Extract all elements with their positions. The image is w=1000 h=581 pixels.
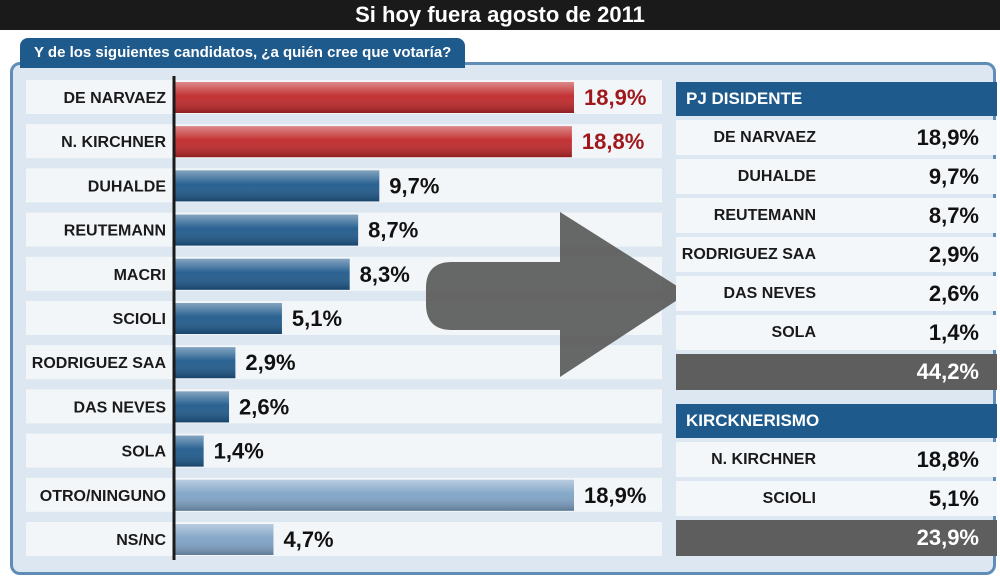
chart-subtitle: Y de los siguientes candidatos, ¿a quién… [20, 38, 466, 68]
group-row-value: 2,9% [928, 241, 979, 267]
category-label: DE NARVAEZ [63, 90, 166, 107]
group-header: KIRCKNERISMO [676, 404, 997, 438]
group-row-name: SCIOLI [762, 489, 816, 507]
category-label: DAS NEVES [74, 399, 167, 416]
category-label: MACRI [114, 267, 166, 284]
value-label: 18,9% [584, 85, 646, 110]
group-row: RODRIGUEZ SAA 2,9% [676, 237, 997, 272]
value-label: 1,4% [214, 439, 264, 464]
category-label: SOLA [122, 444, 167, 461]
bar-shine [174, 170, 380, 202]
group-row: DUHALDE 9,7% [676, 159, 997, 194]
group-row-name: REUTEMANN [713, 206, 816, 224]
row-background [26, 345, 662, 380]
bar-shine [174, 126, 572, 158]
row-background [26, 433, 662, 468]
group-row-value: 18,9% [916, 124, 979, 150]
bar-shine [174, 479, 574, 511]
bar-shine [174, 435, 204, 467]
category-label: DUHALDE [88, 178, 167, 195]
group-row-value: 9,7% [928, 163, 979, 189]
group-total: 23,9% [676, 520, 997, 556]
category-label: RODRIGUEZ SAA [32, 355, 167, 372]
group-row-name: DUHALDE [737, 167, 816, 185]
group-row-name: DE NARVAEZ [713, 128, 816, 146]
row-background [26, 522, 662, 556]
value-label: 4,7% [283, 527, 333, 552]
group-row: SCIOLI 5,1% [676, 481, 997, 516]
value-label: 8,7% [368, 218, 418, 243]
value-label: 9,7% [389, 173, 439, 198]
group-row: N. KIRCHNER 18,8% [676, 442, 997, 477]
bar-shine [174, 258, 350, 290]
group-row: REUTEMANN 8,7% [676, 198, 997, 233]
bar-shine [174, 524, 274, 555]
group-row-name: N. KIRCHNER [711, 450, 816, 468]
group-pj-disidente: PJ DISIDENTE DE NARVAEZ 18,9% DUHALDE 9,7% RE… [676, 82, 997, 390]
category-label: REUTEMANN [64, 223, 166, 240]
group-row: SOLA 1,4% [676, 315, 997, 350]
category-label: NS/NC [116, 532, 166, 549]
group-row: DAS NEVES 2,6% [676, 276, 997, 311]
group-row-name: DAS NEVES [723, 284, 816, 302]
group-row-name: RODRIGUEZ SAA [681, 245, 816, 263]
group-row: DE NARVAEZ 18,9% [676, 120, 997, 155]
group-kircknerismo: KIRCKNERISMO N. KIRCHNER 18,8% SCIOLI 5,1% 23… [676, 404, 997, 556]
value-label: 18,9% [584, 483, 646, 508]
bar-shine [174, 303, 282, 334]
group-header: PJ DISIDENTE [676, 82, 997, 116]
group-row-value: 18,8% [916, 446, 979, 472]
bar-shine [174, 82, 574, 113]
category-label: N. KIRCHNER [61, 134, 166, 151]
group-row-value: 8,7% [928, 202, 979, 228]
group-row-name: SOLA [771, 323, 816, 341]
bar-shine [174, 214, 359, 246]
right-arrow-icon [426, 212, 688, 377]
value-label: 2,6% [239, 394, 289, 419]
value-label: 5,1% [292, 306, 342, 331]
value-label: 18,8% [582, 129, 644, 154]
row-background [26, 389, 662, 424]
value-label: 2,9% [245, 350, 295, 375]
group-row-value: 2,6% [928, 280, 979, 306]
group-total: 44,2% [676, 354, 997, 390]
chart-title: Si hoy fuera agosto de 2011 [0, 0, 1000, 30]
bar-shine [174, 347, 236, 379]
category-label: SCIOLI [113, 311, 166, 328]
bar-shine [174, 391, 230, 423]
group-row-value: 5,1% [928, 485, 979, 511]
value-label: 8,3% [360, 262, 410, 287]
group-row-value: 1,4% [928, 319, 979, 345]
category-label: OTRO/NINGUNO [40, 488, 166, 505]
